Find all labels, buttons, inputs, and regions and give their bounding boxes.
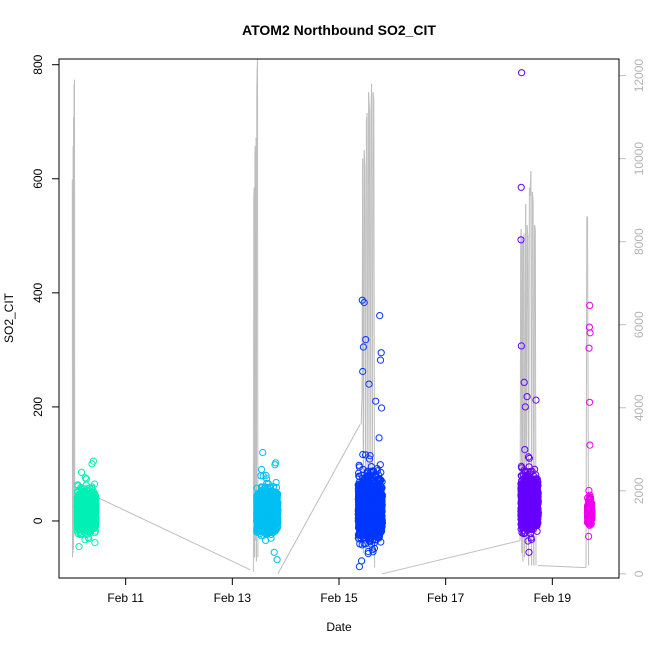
altitude-trace-layer — [72, 59, 588, 574]
axes-layer: Feb 11 Feb 13 Feb 15 Feb 17 Feb 19 0 200 400 600… — [31, 54, 646, 605]
altitude-connector-line — [92, 495, 250, 570]
y-tick-label: 0 — [31, 517, 45, 524]
y2-tick-label: 2000 — [632, 477, 646, 504]
x-tick-label: Feb 19 — [534, 591, 572, 605]
data-point — [274, 557, 280, 563]
data-point — [259, 466, 265, 472]
data-point — [76, 544, 82, 550]
y-tick-label: 200 — [31, 397, 45, 417]
y2-tick-label: 8000 — [632, 228, 646, 255]
data-point — [373, 398, 379, 404]
y2-tick-label: 6000 — [632, 311, 646, 338]
x-axis-label: Date — [326, 620, 352, 634]
x-tick-label: Feb 15 — [320, 591, 358, 605]
y2-tick-label: 0 — [632, 570, 646, 577]
data-point — [260, 449, 266, 455]
data-point — [519, 70, 525, 76]
y2-tick-label: 12000 — [632, 59, 646, 93]
y-tick-label: 600 — [31, 168, 45, 188]
altitude-connector-line — [278, 424, 360, 573]
altitude-line-segment — [361, 395, 362, 424]
data-point — [92, 540, 98, 546]
x-tick-label: Feb 11 — [107, 591, 144, 605]
y-tick-label: 800 — [31, 54, 45, 74]
data-point — [376, 435, 382, 441]
y-axis-label: SO2_CIT — [2, 292, 16, 343]
altitude-line-segment — [364, 150, 365, 167]
y2-tick-label: 4000 — [632, 394, 646, 421]
data-point — [377, 313, 383, 319]
data-point — [359, 558, 365, 564]
data-points-layer — [74, 70, 595, 570]
data-point — [379, 405, 385, 411]
data-point — [377, 357, 383, 363]
altitude-line-segment — [535, 225, 536, 229]
altitude-connector-line — [382, 541, 520, 574]
data-point — [78, 469, 84, 475]
y-tick-label: 400 — [31, 283, 45, 303]
x-tick-label: Feb 13 — [214, 591, 252, 605]
data-point — [378, 350, 384, 356]
data-point — [271, 549, 277, 555]
x-tick-label: Feb 17 — [427, 591, 465, 605]
data-point — [518, 184, 524, 190]
data-point — [366, 381, 372, 387]
chart-title: ATOM2 Northbound SO2_CIT — [242, 22, 436, 38]
altitude-line-segment — [373, 92, 374, 100]
y2-tick-label: 10000 — [632, 142, 646, 176]
altitude-connector-line — [538, 566, 586, 568]
data-point — [587, 399, 593, 405]
